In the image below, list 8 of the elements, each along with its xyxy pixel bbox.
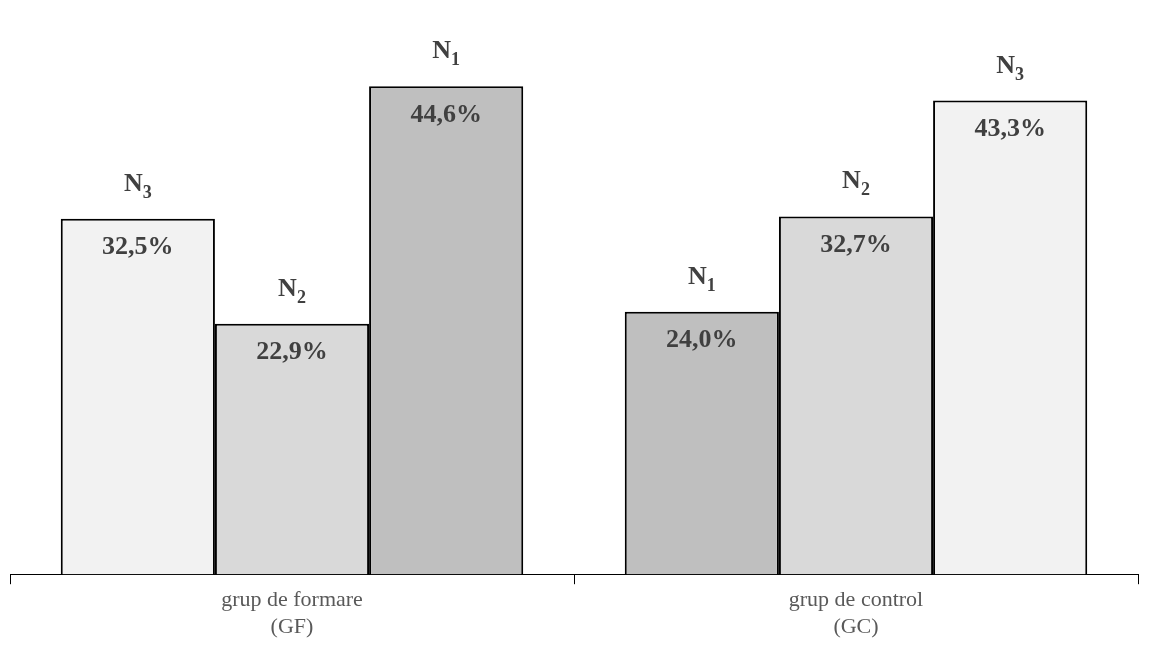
data-label: 43,3%	[974, 113, 1046, 143]
data-label: 24,0%	[666, 324, 738, 354]
x-tick-label: grup de control (GC)	[788, 586, 924, 638]
x-tick-label: grup de formare (GF)	[221, 586, 363, 638]
data-label: 44,6%	[410, 99, 482, 129]
data-label: 22,9%	[256, 336, 328, 366]
data-label: 32,7%	[820, 229, 892, 259]
data-label: 32,5%	[102, 231, 174, 261]
